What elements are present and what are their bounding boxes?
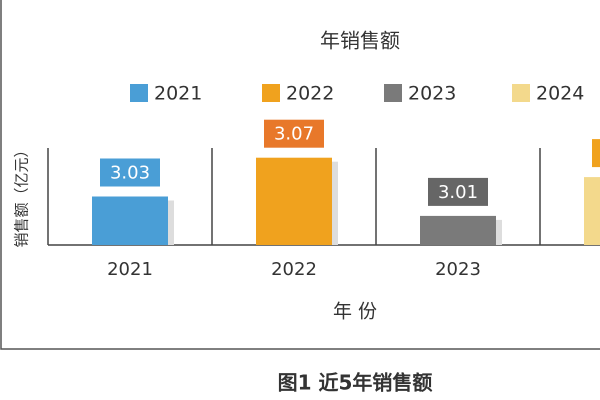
bar xyxy=(92,196,168,245)
bar xyxy=(420,215,496,245)
bar xyxy=(256,157,332,245)
x-tick-label: 2023 xyxy=(435,259,481,280)
value-label-box xyxy=(100,158,160,187)
value-label: 3.01 xyxy=(438,182,478,203)
legend-label: 2022 xyxy=(286,83,334,105)
legend-swatch xyxy=(130,84,148,102)
bar xyxy=(584,177,600,245)
x-axis-label: 年 份 xyxy=(333,301,377,323)
value-label: 3.07 xyxy=(274,124,314,145)
chart-title: 年销售额 xyxy=(320,29,400,53)
legend-swatch xyxy=(384,84,402,102)
legend-label: 2021 xyxy=(154,83,202,105)
value-label-box xyxy=(264,119,324,148)
value-label-box xyxy=(592,139,600,168)
legend-swatch xyxy=(512,84,530,102)
caption: 图1 近5年销售额 xyxy=(278,371,433,395)
frame xyxy=(0,0,600,350)
legend-swatch xyxy=(262,84,280,102)
x-tick-label: 2022 xyxy=(271,259,317,280)
legend-label: 2023 xyxy=(408,83,456,105)
value-label: 3.03 xyxy=(110,163,150,184)
value-label-box xyxy=(428,177,488,206)
x-tick-label: 2021 xyxy=(107,259,153,280)
y-axis-label: 销售额（亿元） xyxy=(13,142,31,247)
legend-label: 2024 xyxy=(536,83,584,105)
